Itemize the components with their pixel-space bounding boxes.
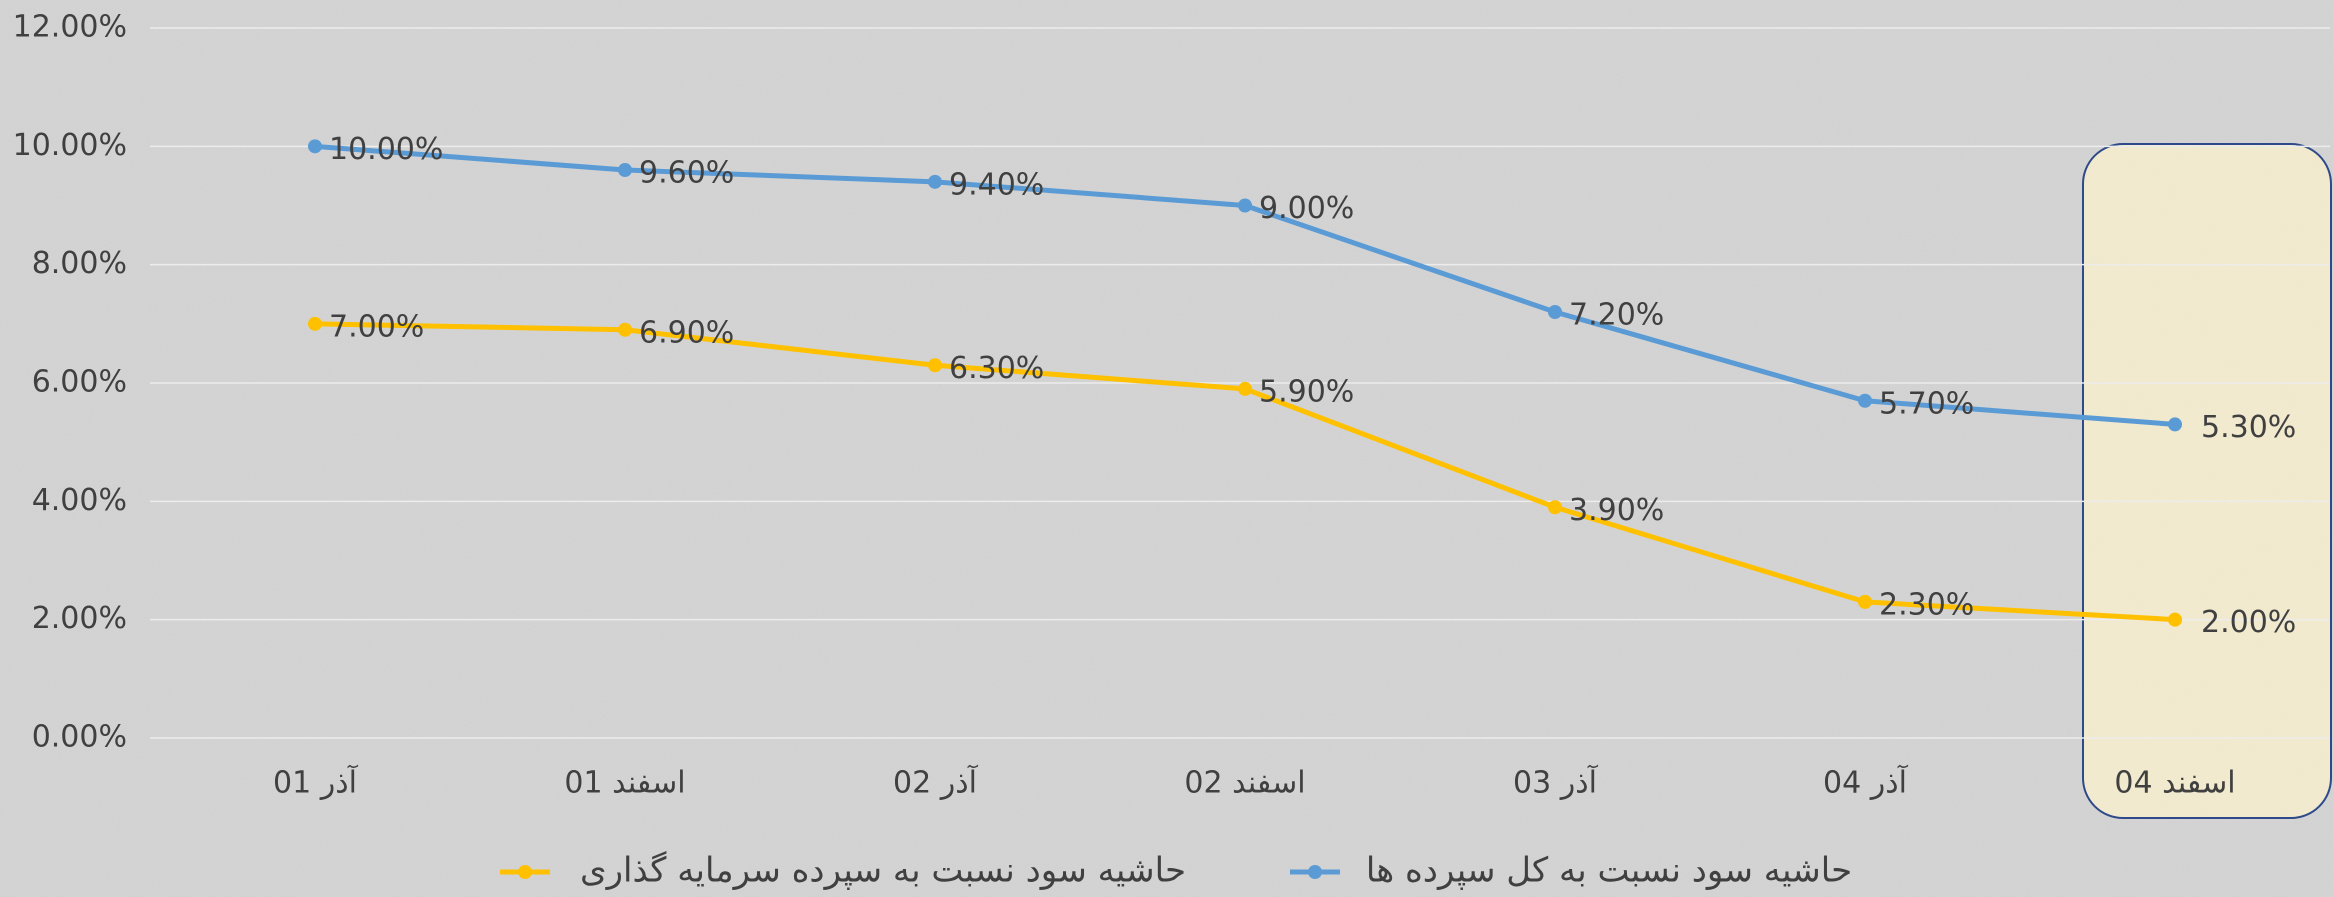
x-tick-label: آذر 04 <box>1823 765 1909 801</box>
point <box>308 316 322 331</box>
data-label: 9.40% <box>949 167 1044 202</box>
point <box>1858 594 1872 609</box>
data-label: 5.90% <box>1259 374 1354 409</box>
data-label: 7.00% <box>329 309 424 344</box>
data-label: 3.90% <box>1569 493 1664 528</box>
point <box>1238 198 1252 213</box>
highlight-box <box>2082 143 2332 819</box>
y-tick-label: 4.00% <box>32 483 127 518</box>
x-tick-label: آذر 02 <box>893 765 979 801</box>
x-tick-label: آذر 03 <box>1513 765 1599 801</box>
y-tick-label: 12.00% <box>13 10 127 45</box>
point <box>928 358 942 373</box>
data-label: 9.00% <box>1259 191 1354 226</box>
x-tick-label: اسفند 04 <box>2114 766 2235 801</box>
data-label: 6.90% <box>639 315 734 350</box>
y-tick-label: 10.00% <box>13 128 127 163</box>
point <box>308 139 322 154</box>
point <box>2168 612 2182 627</box>
x-tick-label: اسفند 02 <box>1184 766 1305 801</box>
x-tick-label: آذر 01 <box>273 765 359 801</box>
data-label: 7.20% <box>1569 298 1664 333</box>
data-label: 9.60% <box>639 156 734 191</box>
data-label: 2.30% <box>1879 587 1974 622</box>
point <box>1858 393 1872 408</box>
data-label: 10.00% <box>329 132 443 167</box>
point <box>618 163 632 177</box>
data-label: 5.30% <box>2201 410 2296 445</box>
legend-label: حاشیه سود نسبت به کل سپرده ها <box>1366 851 1852 891</box>
point <box>1548 305 1562 319</box>
point <box>928 174 942 189</box>
legend-label: حاشیه سود نسبت به سپرده سرمایه گذاری <box>580 851 1186 891</box>
x-tick-label: اسفند 01 <box>564 766 685 801</box>
point <box>2168 417 2182 432</box>
data-label: 5.70% <box>1879 386 1974 421</box>
data-label: 6.30% <box>949 351 1044 386</box>
point <box>618 322 632 337</box>
y-tick-label: 2.00% <box>32 601 127 636</box>
legend-marker-point <box>518 865 532 879</box>
legend-marker-point <box>1308 865 1322 879</box>
y-tick-label: 8.00% <box>32 246 127 281</box>
point <box>1548 500 1562 515</box>
data-label: 2.00% <box>2201 605 2296 640</box>
y-tick-label: 6.00% <box>32 365 127 400</box>
y-tick-label: 0.00% <box>32 720 127 755</box>
point <box>1238 381 1252 396</box>
